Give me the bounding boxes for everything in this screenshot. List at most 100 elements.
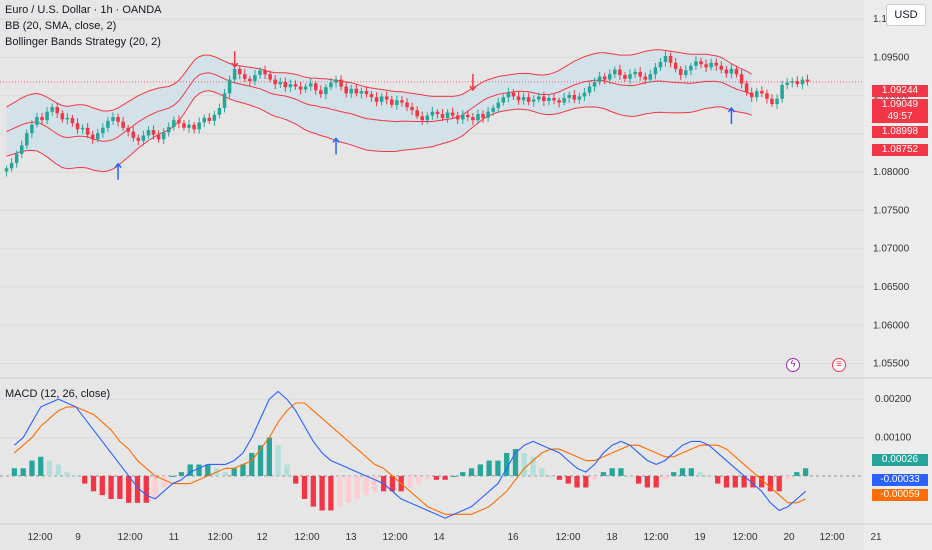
candle-body <box>313 83 318 91</box>
macd-histogram-bar <box>354 475 360 499</box>
candle-body <box>673 62 678 69</box>
x-tick-label: 21 <box>870 532 882 543</box>
x-tick-label: 9 <box>75 532 81 543</box>
macd-histogram-bar <box>178 472 185 476</box>
y-tick-label: 1.09500 <box>873 52 910 63</box>
candle-body <box>400 100 404 103</box>
candle-body <box>349 88 354 94</box>
bb-fill-area <box>6 49 752 172</box>
macd-histogram-bar <box>108 475 114 499</box>
y-tick-label: 1.06500 <box>873 282 910 293</box>
candle-body <box>9 163 14 169</box>
candle-body <box>582 92 587 97</box>
candle-body <box>744 83 749 93</box>
buy-signal-arrow-head <box>114 162 122 169</box>
macd-histogram-bar <box>785 475 791 480</box>
candle-body <box>618 69 622 75</box>
macd-y-tick-label: 0.00200 <box>875 394 912 405</box>
macd-histogram-bar <box>671 472 677 476</box>
us-flag-icon[interactable]: ≡ <box>832 358 846 372</box>
candle-body <box>724 69 729 74</box>
candle-body <box>410 107 414 111</box>
x-tick-label: 12 <box>256 532 268 543</box>
lightning-icon[interactable]: ϟ <box>786 358 800 372</box>
bb-upper-line <box>6 49 752 112</box>
macd-histogram-bar <box>345 475 352 503</box>
macd-histogram-bar <box>301 475 308 499</box>
macd-histogram-bar <box>90 475 97 492</box>
candle-body <box>85 127 90 135</box>
macd-histogram-bar <box>442 475 448 480</box>
price-tag-last: 1.09049 <box>872 99 928 111</box>
y-tick-label: 1.07000 <box>873 244 910 255</box>
candle-body <box>506 92 511 98</box>
candle-body <box>217 107 222 115</box>
candle-body <box>75 123 80 130</box>
candle-body <box>694 61 698 66</box>
y-tick-label: 1.08000 <box>873 167 910 178</box>
candle-body <box>476 114 480 121</box>
y-tick-label: 1.05500 <box>873 359 910 370</box>
candle-body <box>359 91 364 94</box>
strategy-indicator-label[interactable]: Bollinger Bands Strategy (20, 2) <box>5 36 161 48</box>
macd-histogram-bar <box>46 460 53 476</box>
candle-body <box>425 115 430 121</box>
candle-body <box>765 93 769 99</box>
candle-body <box>648 74 653 80</box>
candle-body <box>161 132 166 140</box>
bb-indicator-label[interactable]: BB (20, SMA, close, 2) <box>5 20 117 32</box>
candle-body <box>243 74 247 79</box>
candle-body <box>491 107 495 112</box>
candle-body <box>754 91 759 98</box>
candle-body <box>395 100 399 105</box>
candle-body <box>592 81 597 87</box>
candle-body <box>308 83 313 87</box>
candle-body <box>496 102 501 108</box>
macd-histogram-bar <box>556 475 563 480</box>
candle-body <box>156 134 161 140</box>
candle-body <box>542 96 546 102</box>
candle-body <box>445 112 450 118</box>
candle-body <box>253 75 257 82</box>
macd-histogram-bar <box>161 475 167 488</box>
macd-line <box>14 390 806 519</box>
candle-body <box>288 84 293 88</box>
bb-basis-line <box>6 72 752 142</box>
candle-body <box>658 61 663 68</box>
candle-body <box>501 97 506 103</box>
macd-histogram-bar <box>565 475 571 484</box>
candle-body <box>45 111 49 121</box>
macd-histogram-bar <box>337 475 343 507</box>
candle-body <box>212 114 217 121</box>
candle-body <box>273 79 277 85</box>
candle-body <box>435 111 440 115</box>
macd-histogram-bar <box>767 475 774 492</box>
candle-body <box>699 61 703 65</box>
x-tick-label: 12:00 <box>555 532 580 543</box>
macd-histogram-bar <box>635 475 642 484</box>
candle-body <box>146 130 151 136</box>
candle-body <box>430 111 435 116</box>
candle-body <box>293 84 298 87</box>
macd-histogram-bar <box>134 475 141 503</box>
macd-histogram-bar <box>776 475 782 492</box>
macd-indicator-label[interactable]: MACD (12, 26, close) <box>5 388 111 400</box>
macd-histogram-bar <box>82 475 88 484</box>
candle-body <box>151 130 156 135</box>
macd-histogram-bar <box>688 468 694 476</box>
candle-body <box>597 76 602 82</box>
candle-body <box>126 127 130 132</box>
macd-histogram-bar <box>759 475 765 488</box>
buy-signal-arrow-head <box>727 106 736 113</box>
bb-lower-line <box>6 90 752 173</box>
x-tick-label: 20 <box>783 532 795 543</box>
macd-histogram-bar <box>477 464 483 476</box>
candle-body <box>324 87 328 95</box>
currency-button[interactable]: USD <box>886 4 926 26</box>
candle-body <box>106 120 110 128</box>
candle-body <box>379 96 384 102</box>
candle-body <box>760 91 764 94</box>
macd-histogram-bar <box>706 475 712 477</box>
macd-histogram-bar <box>644 475 650 488</box>
